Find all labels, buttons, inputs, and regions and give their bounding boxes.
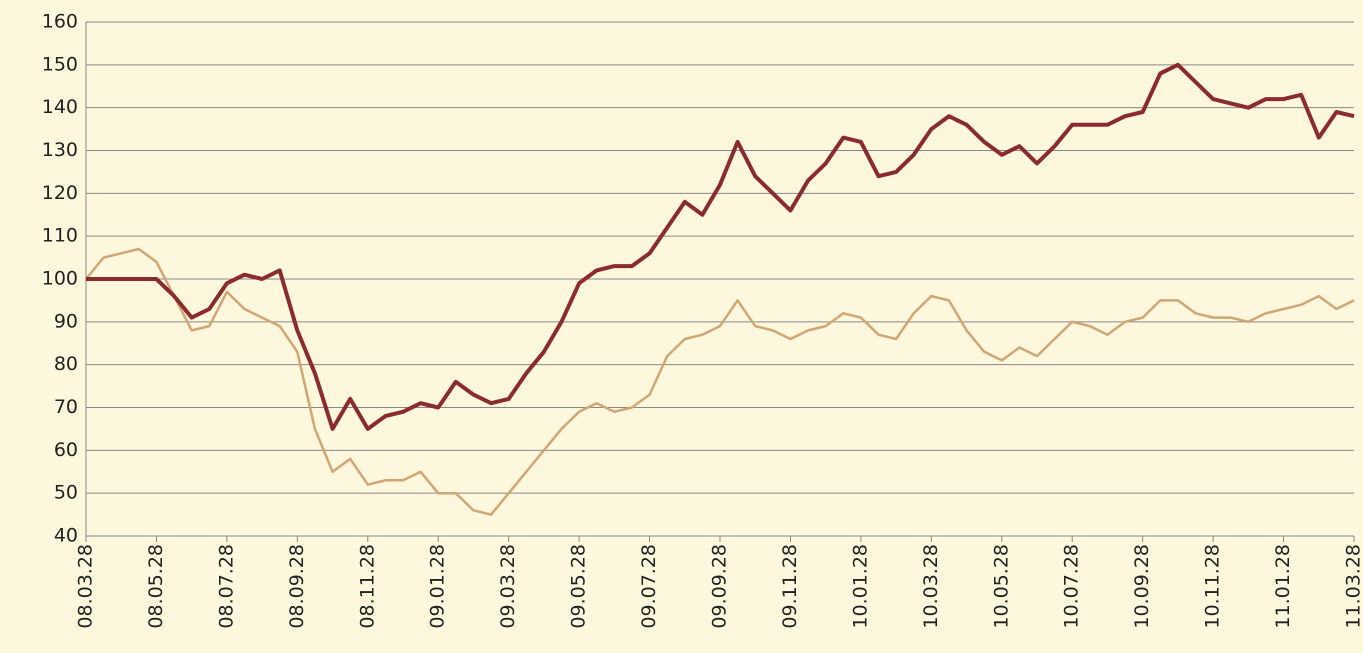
x-tick-label: 09.11.28 bbox=[779, 544, 801, 629]
x-tick-label: 10.11.28 bbox=[1202, 544, 1224, 629]
y-tick-label: 90 bbox=[54, 310, 78, 332]
x-tick-label: 10.09.28 bbox=[1131, 544, 1153, 629]
y-tick-label: 120 bbox=[42, 182, 78, 204]
x-tick-label: 09.07.28 bbox=[638, 544, 660, 629]
x-tick-label: 08.05.28 bbox=[145, 544, 167, 629]
y-tick-label: 110 bbox=[42, 225, 78, 247]
x-tick-label: 10.01.28 bbox=[849, 544, 871, 629]
x-tick-label: 11.03.28 bbox=[1343, 544, 1363, 629]
x-tick-label: 09.09.28 bbox=[709, 544, 731, 629]
y-tick-label: 70 bbox=[54, 396, 78, 418]
series-line bbox=[86, 62, 1355, 431]
x-tick-label: 08.03.28 bbox=[75, 544, 97, 629]
x-tick-label: 10.05.28 bbox=[990, 544, 1012, 629]
x-tick-label: 08.07.28 bbox=[215, 544, 237, 629]
y-tick-label: 60 bbox=[54, 439, 78, 461]
series-line bbox=[85, 247, 1355, 516]
x-tick-label: 08.11.28 bbox=[356, 544, 378, 629]
y-tick-label: 40 bbox=[54, 525, 78, 547]
x-tick-label: 11.01.28 bbox=[1272, 544, 1294, 629]
y-tick-label: 100 bbox=[42, 268, 78, 290]
x-tick-label: 09.03.28 bbox=[497, 544, 519, 629]
x-tick-label: 10.07.28 bbox=[1061, 544, 1083, 629]
x-tick-label: 08.09.28 bbox=[286, 544, 308, 629]
x-tick-label: 09.01.28 bbox=[427, 544, 449, 629]
y-tick-label: 160 bbox=[42, 11, 78, 33]
y-tick-label: 130 bbox=[42, 139, 78, 161]
y-tick-label: 150 bbox=[42, 53, 78, 75]
y-tick-label: 140 bbox=[42, 96, 78, 118]
x-tick-label: 10.03.28 bbox=[920, 544, 942, 629]
y-tick-label: 50 bbox=[54, 482, 78, 504]
y-tick-label: 80 bbox=[54, 353, 78, 375]
x-tick-label: 09.05.28 bbox=[568, 544, 590, 629]
